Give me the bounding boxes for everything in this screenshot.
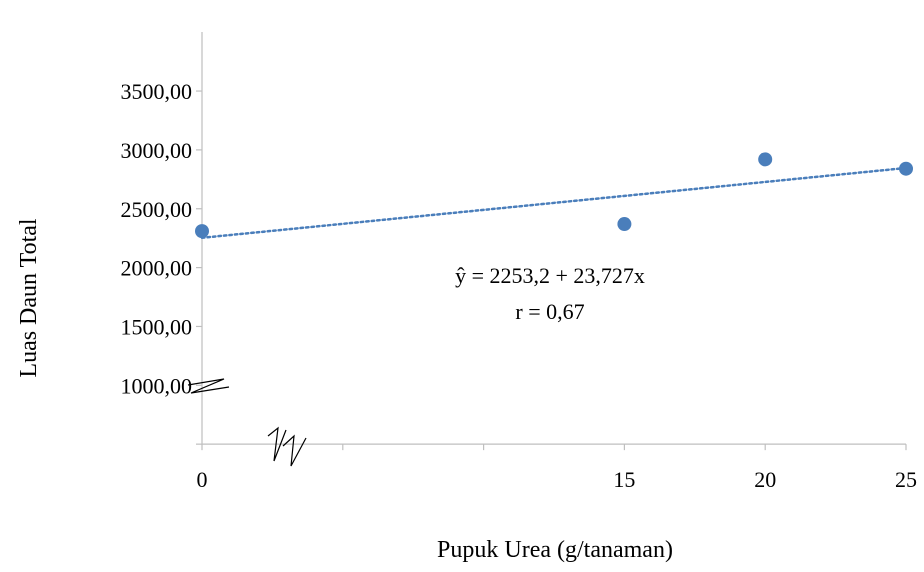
data-point: [899, 161, 913, 176]
data-points: [195, 152, 913, 239]
y-axis: 1000,00 1500,00 2000,00 2500,00 3000,00 3500,…: [121, 32, 203, 445]
x-tick-label: 20: [754, 467, 776, 492]
y-tick-label: 1500,00: [121, 314, 193, 339]
r-value-label: r = 0,67: [515, 299, 584, 324]
trendline: [200, 166, 908, 240]
y-tick-label: 2000,00: [121, 256, 193, 281]
y-tick-label: 3500,00: [121, 79, 193, 104]
data-point: [758, 152, 773, 167]
y-tick-label: 1000,00: [121, 373, 193, 398]
x-tick-label: 25: [895, 467, 917, 492]
data-point: [195, 224, 209, 239]
data-point: [617, 217, 632, 232]
y-axis-label: Luas Daun Total: [16, 218, 42, 378]
x-axis-label: Pupuk Urea (g/tanaman): [437, 537, 673, 563]
x-axis-break-mark: [282, 434, 307, 467]
equation-label: ŷ = 2253,2 + 23,727x: [455, 263, 645, 288]
x-axis-break-mark: [267, 426, 287, 462]
x-axis: 0 15 20 25: [197, 443, 917, 492]
axis-breaks: [187, 378, 307, 467]
x-tick-label: 0: [197, 467, 208, 492]
y-tick-label: 3000,00: [121, 138, 193, 163]
trendline-group: [200, 166, 908, 240]
y-axis-break-mark: [187, 378, 230, 394]
y-tick-label: 2500,00: [121, 197, 193, 222]
x-tick-label: 15: [613, 467, 635, 492]
